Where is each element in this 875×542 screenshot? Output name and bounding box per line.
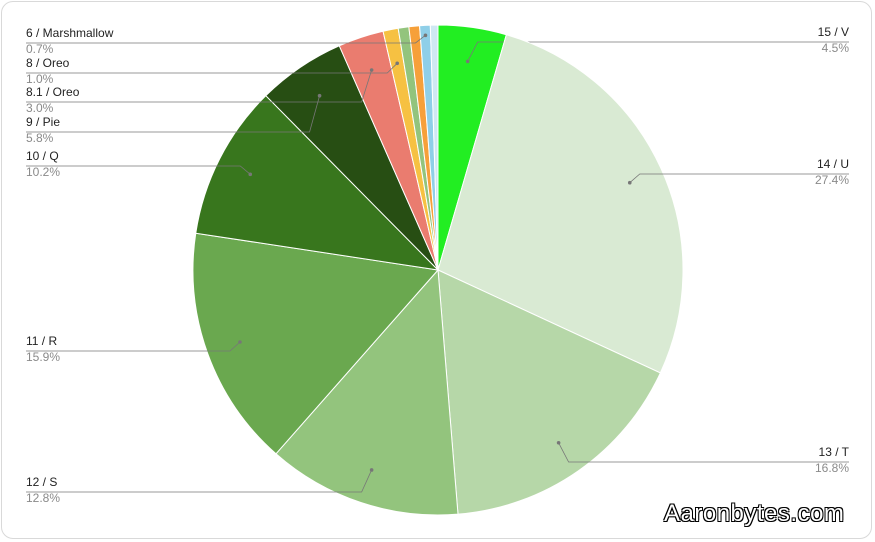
leader-dot: [369, 468, 374, 472]
leader-line: [558, 442, 849, 463]
slice-percent-label: 5.8%: [26, 131, 54, 145]
leader-line: [26, 69, 373, 103]
slice-percent-label: 15.9%: [26, 350, 60, 364]
slice-percent-label: 12.8%: [26, 491, 60, 505]
pie-slice: [195, 94, 440, 271]
leader-line: [26, 62, 398, 74]
slice-percent-label: 3.0%: [26, 101, 54, 115]
slice-label: 13 / T: [819, 445, 850, 459]
slice-label: 12 / S: [26, 475, 57, 489]
leader-line: [26, 341, 241, 352]
pie-slice: [275, 268, 459, 516]
slice-percent-label: 10.2%: [26, 165, 60, 179]
slice-label: 15 / V: [818, 25, 849, 39]
watermark: Aaronbytes.com: [664, 500, 845, 527]
slice-label: 8 / Oreo: [26, 56, 70, 70]
slice-label: 9 / Pie: [26, 115, 60, 129]
slice-percent-label: 0.7%: [26, 42, 54, 56]
slice-label: 11 / R: [26, 334, 57, 348]
slice-label: 6 / Marshmallow: [26, 26, 114, 40]
pie-slice: [437, 269, 661, 515]
slice-percent-label: 16.8%: [815, 461, 849, 475]
slice-label: 8.1 / Oreo: [26, 85, 80, 99]
slice-percent-label: 4.5%: [822, 41, 850, 55]
slice-percent-label: 1.0%: [26, 72, 54, 86]
pie-slice: [437, 34, 684, 374]
pie-slice: [429, 24, 439, 271]
leader-line: [26, 165, 251, 175]
leader-line: [467, 41, 849, 62]
leader-line: [629, 173, 849, 183]
leader-dot: [317, 93, 322, 98]
pie-slice: [192, 232, 439, 455]
leader-line: [26, 35, 426, 44]
leader-dot: [369, 68, 374, 72]
slice-label: 14 / U: [817, 157, 849, 171]
leader-line: [26, 95, 320, 133]
slice-label: 10 / Q: [26, 149, 59, 163]
slice-percent-label: 27.4%: [815, 173, 849, 187]
leader-line: [26, 469, 372, 493]
